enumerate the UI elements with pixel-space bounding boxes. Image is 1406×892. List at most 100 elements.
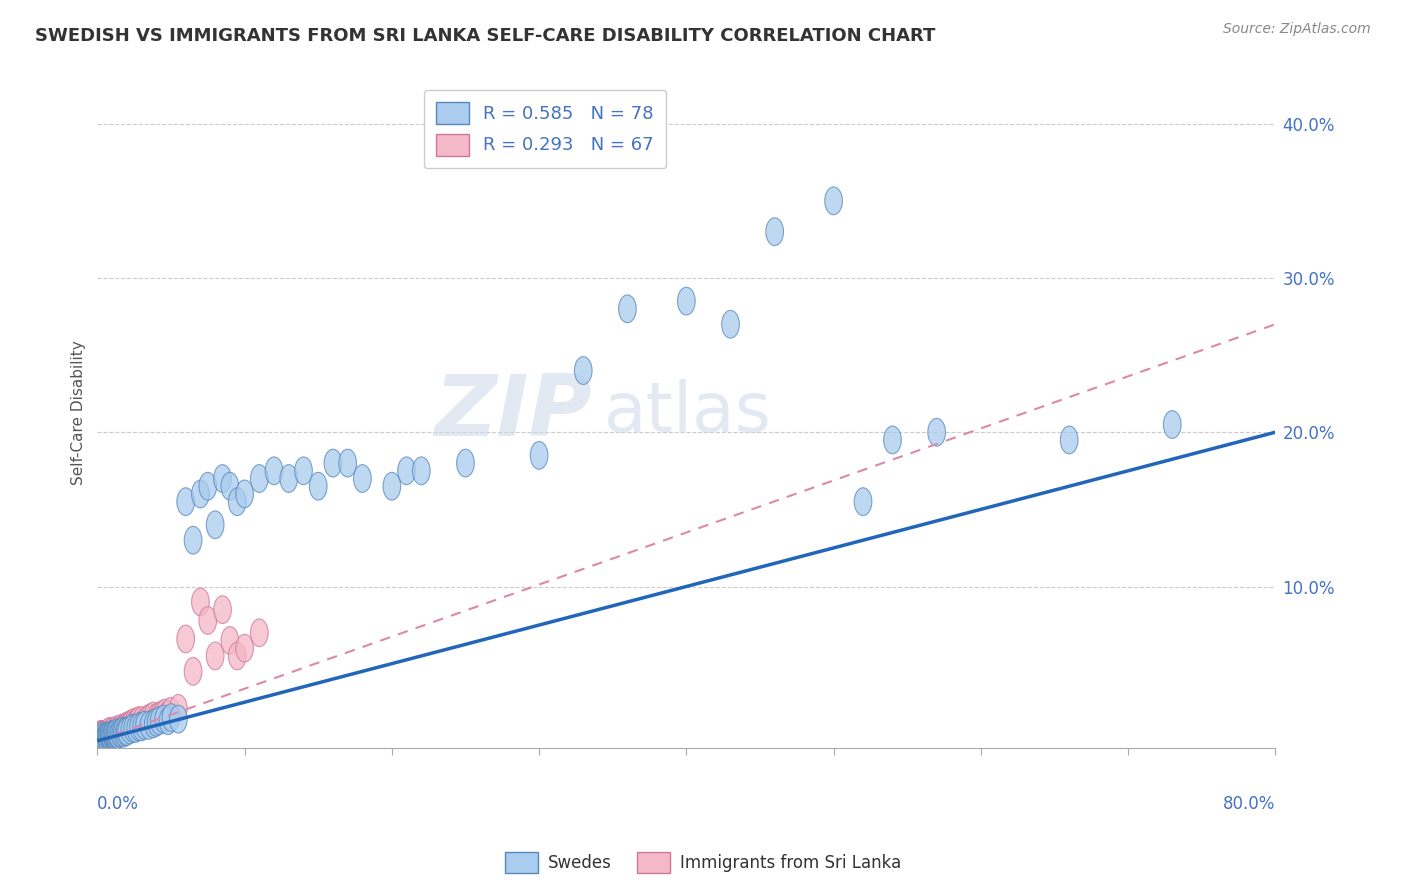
Ellipse shape xyxy=(91,723,110,752)
Ellipse shape xyxy=(221,473,239,500)
Ellipse shape xyxy=(104,721,122,748)
Ellipse shape xyxy=(132,713,150,740)
Ellipse shape xyxy=(928,418,945,446)
Ellipse shape xyxy=(98,719,117,747)
Ellipse shape xyxy=(103,718,121,746)
Ellipse shape xyxy=(90,723,108,752)
Ellipse shape xyxy=(91,723,110,750)
Text: 0.0%: 0.0% xyxy=(97,796,139,814)
Ellipse shape xyxy=(200,607,217,634)
Ellipse shape xyxy=(325,450,342,477)
Ellipse shape xyxy=(825,187,842,215)
Ellipse shape xyxy=(184,526,202,554)
Ellipse shape xyxy=(97,723,115,750)
Ellipse shape xyxy=(1163,410,1181,438)
Ellipse shape xyxy=(250,465,269,492)
Ellipse shape xyxy=(170,695,187,723)
Ellipse shape xyxy=(207,511,224,539)
Ellipse shape xyxy=(228,488,246,516)
Legend: Swedes, Immigrants from Sri Lanka: Swedes, Immigrants from Sri Lanka xyxy=(498,846,908,880)
Ellipse shape xyxy=(114,718,131,746)
Ellipse shape xyxy=(280,465,298,492)
Ellipse shape xyxy=(145,702,162,730)
Ellipse shape xyxy=(530,442,548,469)
Ellipse shape xyxy=(112,719,129,747)
Legend: R = 0.585   N = 78, R = 0.293   N = 67: R = 0.585 N = 78, R = 0.293 N = 67 xyxy=(423,90,666,169)
Ellipse shape xyxy=(155,706,173,733)
Ellipse shape xyxy=(214,465,232,492)
Ellipse shape xyxy=(200,473,217,500)
Ellipse shape xyxy=(177,488,194,516)
Ellipse shape xyxy=(98,723,117,752)
Ellipse shape xyxy=(93,725,111,753)
Ellipse shape xyxy=(156,699,174,727)
Ellipse shape xyxy=(93,725,111,753)
Ellipse shape xyxy=(117,713,134,740)
Ellipse shape xyxy=(127,714,145,742)
Ellipse shape xyxy=(98,723,117,750)
Ellipse shape xyxy=(1060,426,1078,454)
Ellipse shape xyxy=(142,704,159,731)
Ellipse shape xyxy=(100,723,118,750)
Ellipse shape xyxy=(114,716,131,744)
Ellipse shape xyxy=(91,725,110,753)
Ellipse shape xyxy=(883,426,901,454)
Ellipse shape xyxy=(721,310,740,338)
Ellipse shape xyxy=(145,710,162,738)
Ellipse shape xyxy=(108,721,125,748)
Ellipse shape xyxy=(135,712,153,739)
Ellipse shape xyxy=(135,708,153,736)
Ellipse shape xyxy=(191,480,209,508)
Ellipse shape xyxy=(94,723,112,750)
Ellipse shape xyxy=(162,704,180,731)
Ellipse shape xyxy=(93,721,111,748)
Ellipse shape xyxy=(159,706,177,735)
Ellipse shape xyxy=(132,706,150,735)
Ellipse shape xyxy=(100,718,118,746)
Ellipse shape xyxy=(117,718,134,746)
Y-axis label: Self-Care Disability: Self-Care Disability xyxy=(72,341,86,485)
Ellipse shape xyxy=(266,457,283,484)
Ellipse shape xyxy=(111,716,128,744)
Ellipse shape xyxy=(159,700,177,729)
Ellipse shape xyxy=(619,295,637,323)
Ellipse shape xyxy=(214,596,232,624)
Ellipse shape xyxy=(412,457,430,484)
Ellipse shape xyxy=(191,588,209,615)
Ellipse shape xyxy=(110,721,127,748)
Ellipse shape xyxy=(339,450,357,477)
Ellipse shape xyxy=(125,708,143,736)
Text: ZIP: ZIP xyxy=(434,371,592,454)
Ellipse shape xyxy=(124,714,142,742)
Ellipse shape xyxy=(97,721,115,748)
Ellipse shape xyxy=(100,723,118,752)
Ellipse shape xyxy=(110,718,127,746)
Ellipse shape xyxy=(96,725,114,753)
Ellipse shape xyxy=(101,723,120,752)
Ellipse shape xyxy=(94,723,112,752)
Ellipse shape xyxy=(129,706,148,735)
Ellipse shape xyxy=(98,723,117,750)
Ellipse shape xyxy=(108,719,125,747)
Ellipse shape xyxy=(97,723,115,752)
Ellipse shape xyxy=(108,716,125,744)
Ellipse shape xyxy=(115,719,132,747)
Ellipse shape xyxy=(103,721,121,748)
Ellipse shape xyxy=(139,706,156,733)
Ellipse shape xyxy=(115,714,132,742)
Ellipse shape xyxy=(100,721,118,748)
Ellipse shape xyxy=(98,725,117,753)
Ellipse shape xyxy=(118,718,135,746)
Ellipse shape xyxy=(107,721,124,748)
Ellipse shape xyxy=(221,626,239,655)
Ellipse shape xyxy=(236,634,253,662)
Text: 80.0%: 80.0% xyxy=(1223,796,1275,814)
Ellipse shape xyxy=(91,721,110,748)
Ellipse shape xyxy=(150,706,169,735)
Ellipse shape xyxy=(121,716,139,744)
Ellipse shape xyxy=(96,723,114,750)
Ellipse shape xyxy=(141,712,157,739)
Ellipse shape xyxy=(353,465,371,492)
Ellipse shape xyxy=(111,719,128,747)
Ellipse shape xyxy=(96,723,114,752)
